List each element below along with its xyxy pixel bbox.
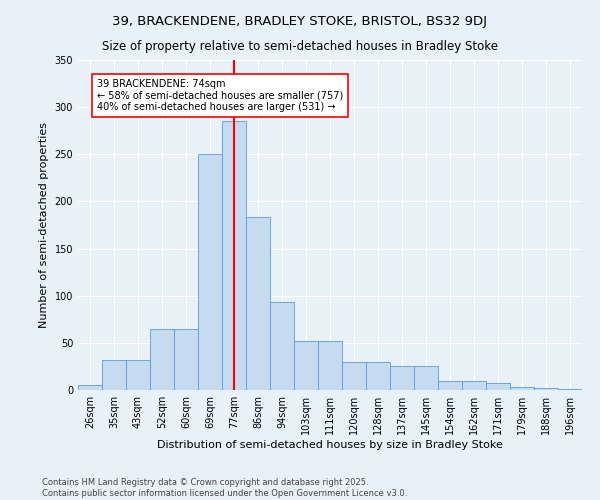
Bar: [318, 341, 342, 390]
X-axis label: Distribution of semi-detached houses by size in Bradley Stoke: Distribution of semi-detached houses by …: [157, 440, 503, 450]
Bar: [366, 362, 390, 390]
Y-axis label: Number of semi-detached properties: Number of semi-detached properties: [39, 122, 49, 328]
Bar: [174, 328, 198, 390]
Bar: [558, 389, 582, 390]
Bar: [150, 328, 174, 390]
Bar: [462, 380, 486, 390]
Bar: [294, 341, 318, 390]
Bar: [342, 362, 366, 390]
Text: Size of property relative to semi-detached houses in Bradley Stoke: Size of property relative to semi-detach…: [102, 40, 498, 53]
Bar: [78, 386, 102, 390]
Bar: [414, 366, 438, 390]
Text: 39 BRACKENDENE: 74sqm
← 58% of semi-detached houses are smaller (757)
40% of sem: 39 BRACKENDENE: 74sqm ← 58% of semi-deta…: [97, 79, 343, 112]
Bar: [534, 388, 558, 390]
Bar: [486, 384, 510, 390]
Bar: [270, 302, 294, 390]
Bar: [438, 380, 462, 390]
Bar: [198, 154, 222, 390]
Bar: [126, 360, 150, 390]
Bar: [102, 360, 126, 390]
Bar: [390, 366, 414, 390]
Bar: [246, 218, 270, 390]
Text: Contains HM Land Registry data © Crown copyright and database right 2025.
Contai: Contains HM Land Registry data © Crown c…: [42, 478, 407, 498]
Bar: [222, 122, 246, 390]
Text: 39, BRACKENDENE, BRADLEY STOKE, BRISTOL, BS32 9DJ: 39, BRACKENDENE, BRADLEY STOKE, BRISTOL,…: [113, 15, 487, 28]
Bar: [510, 387, 534, 390]
